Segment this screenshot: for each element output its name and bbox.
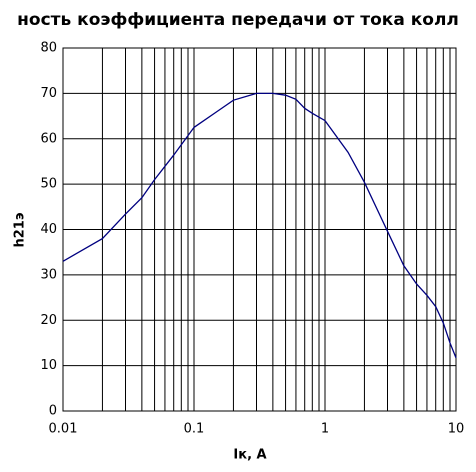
data-line (62, 92, 457, 359)
y-tick-label: 70 (40, 86, 57, 101)
x-tick-label: 10 (448, 422, 465, 437)
x-tick-label: 0.01 (49, 422, 78, 437)
x-axis-label: Iк, A (233, 448, 266, 463)
y-tick-label: 80 (40, 41, 57, 56)
y-tick-label: 30 (40, 267, 57, 282)
x-tick-label: 0.1 (184, 422, 205, 437)
y-tick-label: 0 (49, 404, 57, 419)
x-tick-label: 1 (321, 422, 329, 437)
chart-title: ность коэффициента передачи от тока колл (17, 10, 459, 30)
y-tick-label: 10 (40, 358, 57, 373)
y-axis-label: h21э (13, 212, 28, 247)
y-tick-label: 60 (40, 131, 57, 146)
y-tick-label: 50 (40, 177, 57, 192)
y-tick-label: 40 (40, 222, 57, 237)
y-tick-label: 20 (40, 313, 57, 328)
